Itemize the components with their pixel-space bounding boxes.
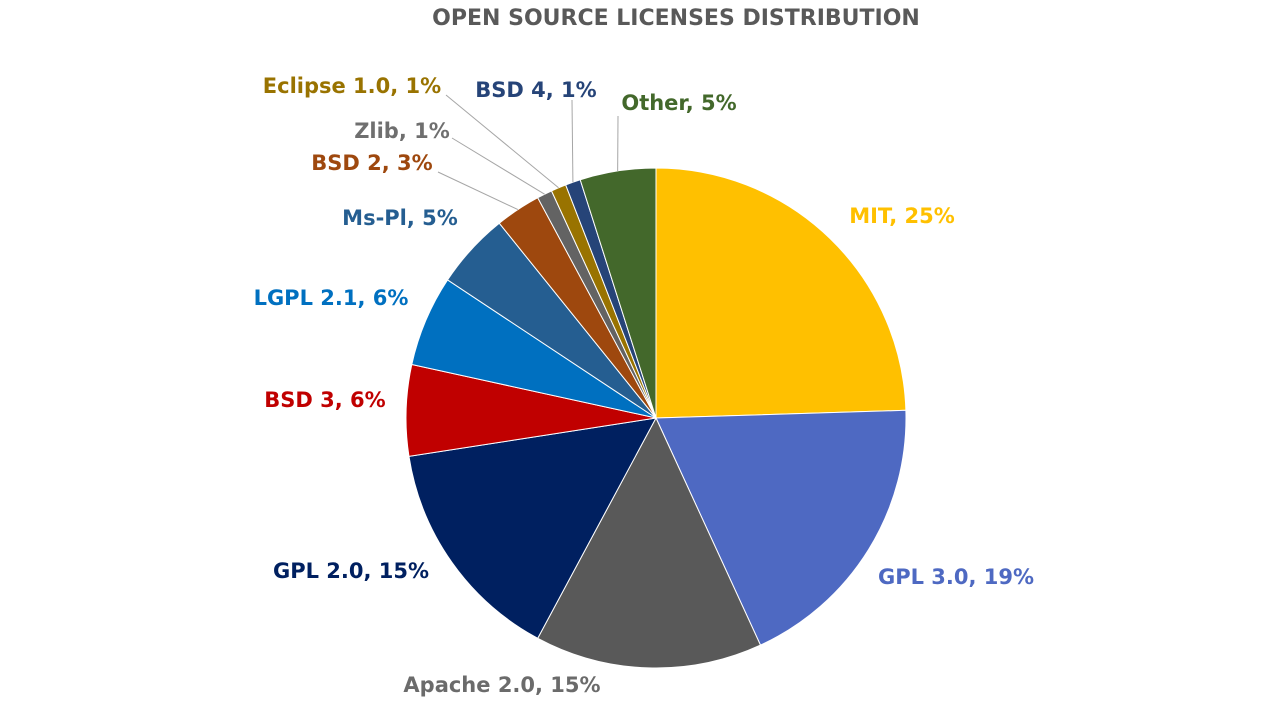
data-label: Apache 2.0, 15% — [403, 673, 600, 697]
data-label: MIT, 25% — [849, 204, 955, 228]
leader-line — [437, 171, 519, 211]
pie-slice — [655, 409, 907, 646]
leader-line — [451, 137, 545, 195]
pie-slice — [655, 167, 907, 419]
data-label: GPL 3.0, 19% — [878, 565, 1034, 589]
data-label: Ms-Pl, 5% — [342, 206, 458, 230]
data-label: LGPL 2.1, 6% — [254, 286, 409, 310]
data-label: Other, 5% — [621, 91, 736, 115]
data-label: BSD 2, 3% — [311, 151, 432, 175]
data-label: Eclipse 1.0, 1% — [263, 74, 441, 98]
data-label: BSD 4, 1% — [475, 78, 596, 102]
data-label: BSD 3, 6% — [264, 388, 385, 412]
pie-slice — [408, 417, 657, 639]
leader-line — [445, 94, 559, 189]
pie-slice — [537, 416, 762, 669]
chart-title: OPEN SOURCE LICENSES DISTRIBUTION — [432, 6, 920, 31]
data-label: GPL 2.0, 15% — [273, 559, 429, 583]
leader-line — [571, 99, 574, 183]
data-label: Zlib, 1% — [354, 119, 450, 143]
